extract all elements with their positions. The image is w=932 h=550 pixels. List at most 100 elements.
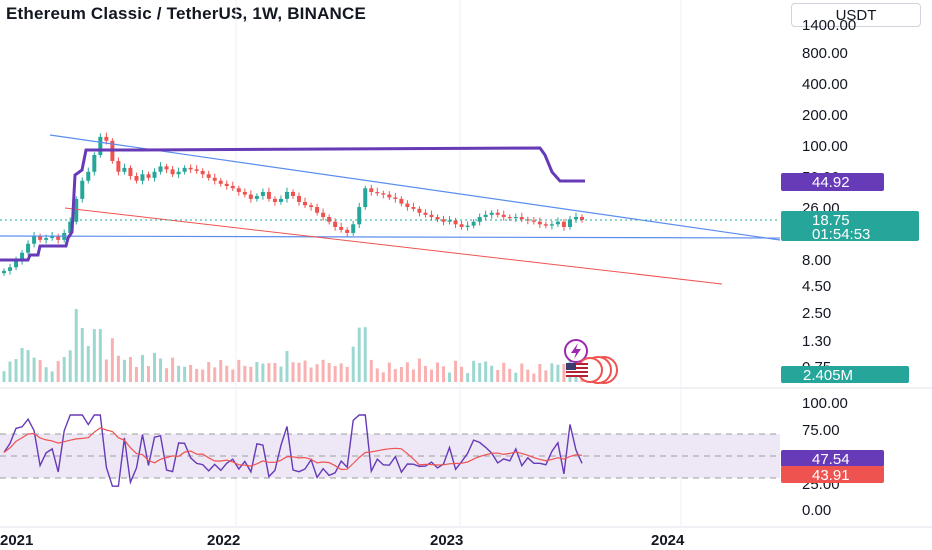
candle-body [513, 217, 518, 219]
last-price-badge: 18.75 01:54:53 [781, 211, 919, 243]
candle-body [272, 198, 277, 202]
lightning-icon[interactable] [564, 339, 588, 363]
volume-bar [147, 366, 150, 382]
candle-body [501, 214, 506, 218]
candle-body [56, 236, 61, 240]
candle-body [495, 212, 500, 215]
volume-bar [285, 351, 289, 382]
rsi-value-badge: 47.54 [781, 450, 884, 468]
price-axis[interactable]: 1400.00 800.00 400.00 200.00 100.00 50.0… [802, 17, 856, 376]
volume-bar [68, 350, 72, 382]
volume-bar [375, 368, 379, 382]
candle-body [224, 183, 229, 186]
candle-body [345, 229, 350, 233]
volume-bar [32, 357, 36, 382]
candle-body [333, 221, 338, 227]
volume-bar [351, 346, 355, 382]
volume-bar [460, 366, 464, 382]
volume-bar [303, 360, 307, 382]
candle-body [200, 170, 205, 175]
volume-bar [496, 369, 500, 382]
candle-body [363, 188, 368, 208]
volume-bar [339, 363, 343, 382]
candle-body [423, 212, 428, 215]
volume-bar [50, 371, 54, 382]
candle-body [104, 136, 109, 141]
volume-bar [544, 370, 548, 382]
us-flag-event-icon[interactable] [566, 356, 618, 384]
volume-bar [526, 369, 530, 382]
candle-body [321, 212, 326, 218]
candle-body [152, 171, 157, 178]
volume-bar [393, 369, 397, 382]
volume-bar [201, 369, 205, 382]
volume-bar [291, 362, 295, 382]
candle-body [80, 180, 85, 199]
volume-bar [478, 363, 482, 382]
rsi-tick: 100.00 [802, 395, 848, 412]
candle-body [387, 194, 392, 198]
candle-body [519, 217, 524, 220]
candle-body [260, 191, 265, 196]
candle-body [417, 208, 422, 213]
descending-trendline[interactable] [49, 134, 781, 241]
candle-body [248, 194, 253, 199]
candle-body [381, 193, 386, 195]
horizontal-support-line[interactable] [0, 235, 781, 239]
rsi-ma-value-badge: 43.91 [781, 466, 884, 484]
volume-bar [520, 363, 524, 382]
volume-bar [86, 346, 90, 382]
lower-channel-line[interactable] [64, 207, 723, 285]
candle-body [158, 166, 163, 172]
volume-bar [417, 358, 421, 382]
time-axis[interactable]: 2021 2022 2023 2024 [0, 532, 685, 549]
candle-body [525, 219, 530, 221]
candle-body [399, 198, 404, 204]
candle-body [20, 252, 25, 261]
candle-body [32, 236, 37, 244]
volume-bar [261, 363, 265, 382]
volume-bar [213, 367, 217, 382]
volume-bars [2, 309, 584, 382]
volume-bar [122, 359, 126, 382]
candle-body [146, 174, 151, 178]
volume-bar [550, 363, 554, 382]
candle-body [236, 188, 241, 192]
time-tick: 2022 [207, 532, 240, 549]
currency-selector-button[interactable]: USDT [791, 3, 921, 27]
volume-bar [128, 357, 132, 382]
volume-bar [140, 355, 144, 382]
candle-body [206, 174, 211, 178]
volume-bar [436, 362, 439, 382]
rsi-tick: 0.00 [802, 502, 831, 519]
volume-bar [225, 365, 229, 382]
volume-bar [315, 364, 319, 382]
volume-bar [98, 329, 102, 382]
candle-body [375, 191, 380, 194]
candle-body [303, 201, 308, 206]
candle-body [411, 207, 416, 209]
price-tick: 1400.00 [802, 17, 856, 34]
candle-body [543, 224, 548, 226]
candle-body [8, 267, 13, 271]
candle-body [429, 214, 434, 218]
volume-bar [231, 369, 235, 382]
rsi-ma-line [3, 427, 583, 471]
candle-body [122, 167, 127, 172]
volume-bar [399, 367, 403, 382]
time-tick: 2023 [430, 532, 463, 549]
volume-bar [411, 369, 415, 382]
candle-body [116, 160, 121, 172]
candle-body [50, 236, 55, 239]
candle-body [555, 221, 560, 225]
rsi-tick: 75.00 [802, 422, 840, 439]
candle-body [297, 195, 302, 202]
volume-bar [556, 364, 560, 382]
candle-body [212, 177, 217, 181]
volume-bar [14, 359, 18, 382]
candle-body [164, 166, 169, 170]
volume-bar [532, 373, 536, 382]
price-tick: 2.50 [802, 305, 831, 322]
volume-bar [472, 360, 476, 382]
